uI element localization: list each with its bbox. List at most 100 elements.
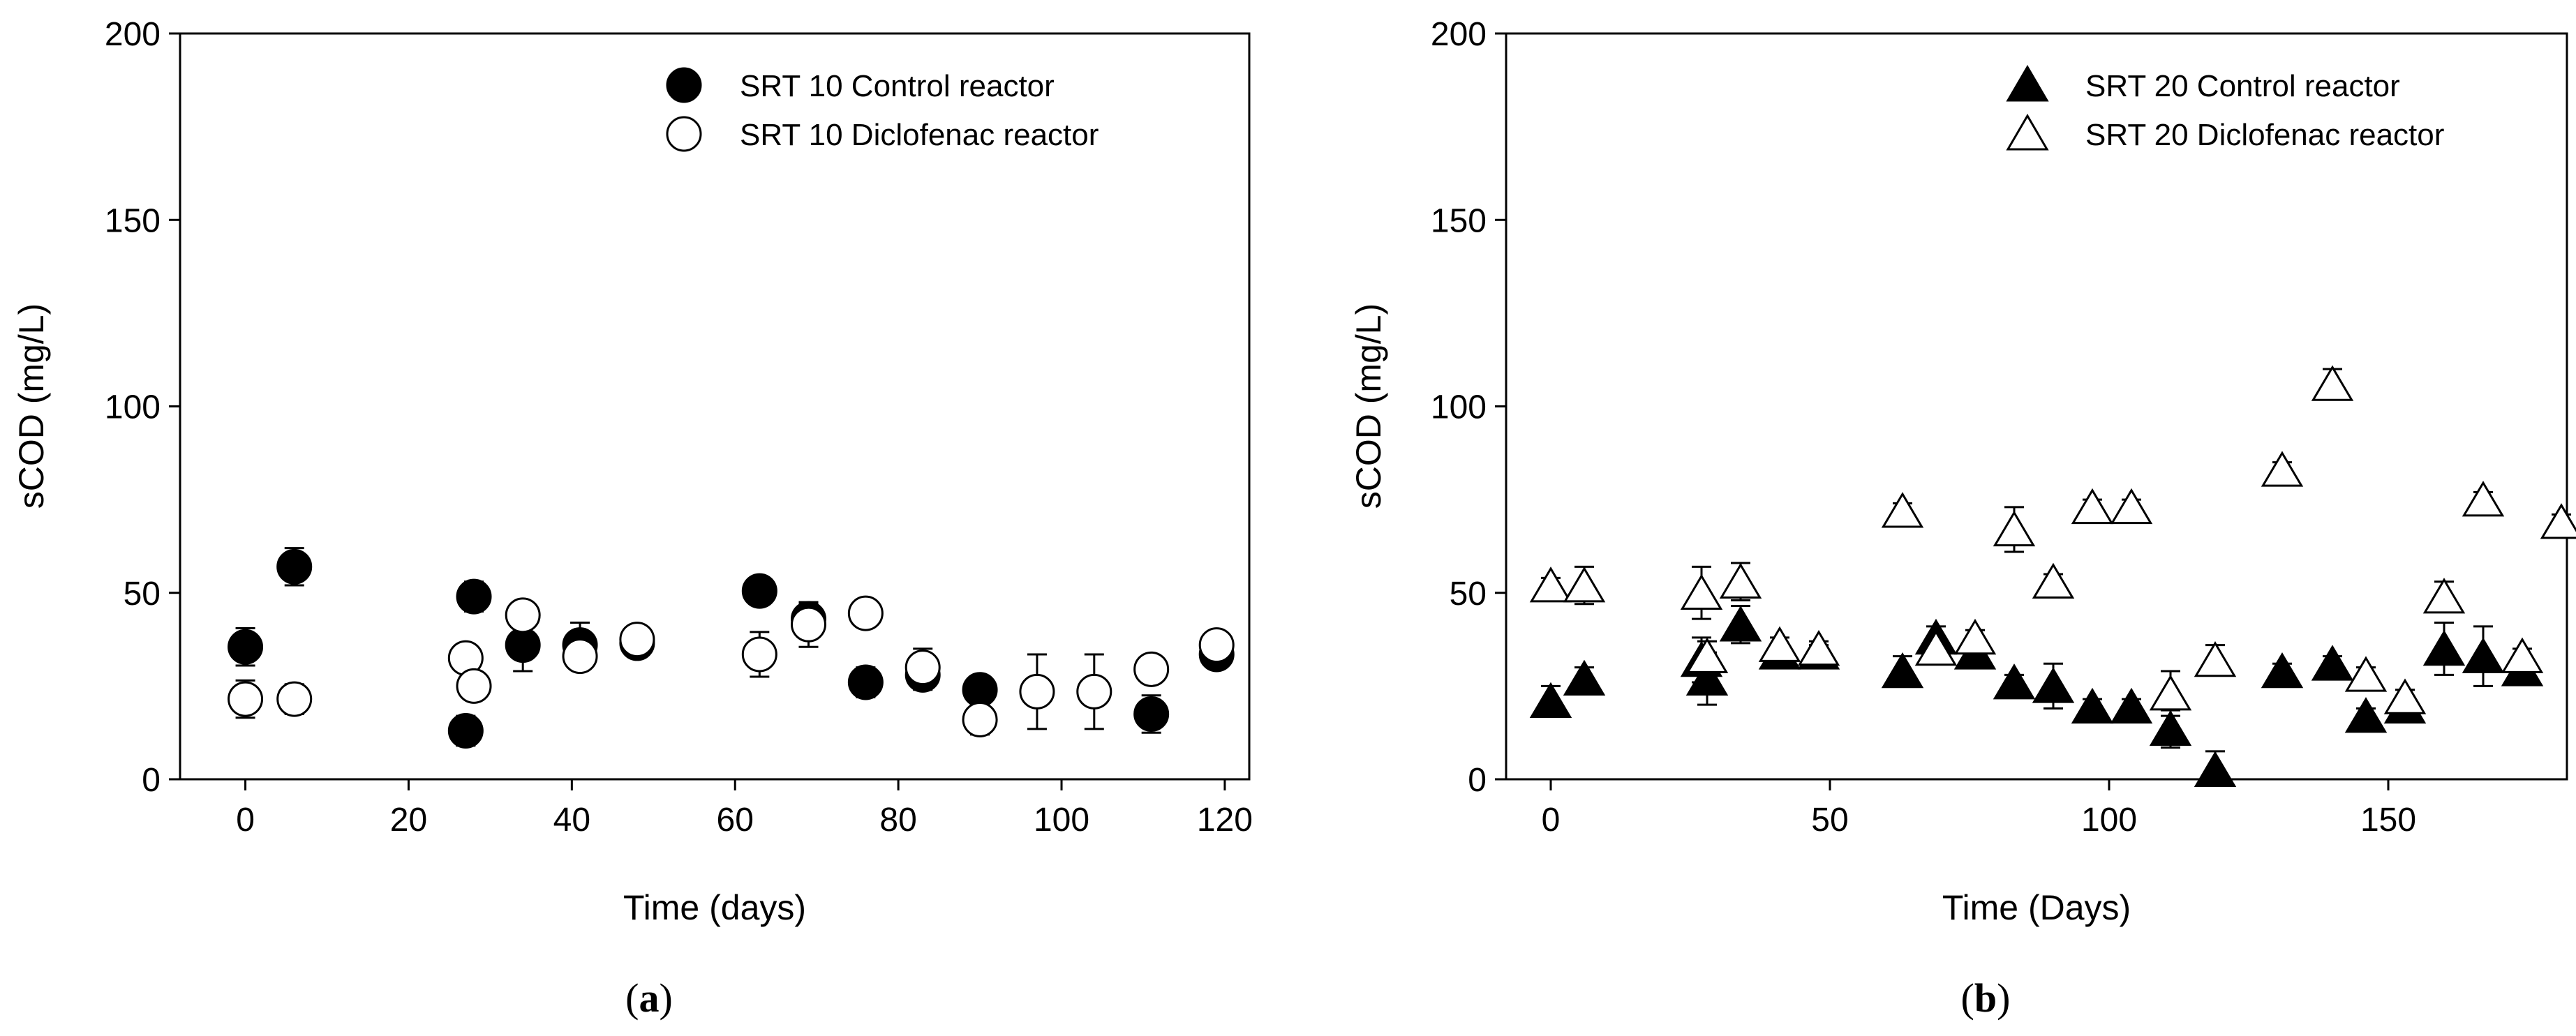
point-control-a (276, 548, 313, 585)
point-diclofenac-b (1914, 629, 1958, 666)
x-tick-label-a: 40 (553, 802, 590, 839)
caption-open-a: ( (625, 975, 639, 1021)
caption-a: (a) (625, 975, 673, 1021)
point-diclofenac-a (741, 636, 777, 673)
legend-marker-control-a (666, 67, 702, 103)
x-tick-label-a: 80 (879, 802, 916, 839)
point-diclofenac-b (1685, 637, 1729, 673)
x-axis-title-a: Time (days) (623, 888, 806, 927)
x-tick-label-a: 100 (1034, 802, 1089, 839)
point-control-b (1563, 659, 1606, 696)
point-diclofenac-b (2261, 451, 2304, 487)
y-tick-label-b: 50 (1450, 576, 1487, 613)
legend-marker-diclofenac-b (2006, 114, 2049, 151)
point-diclofenac-b (1758, 626, 1801, 662)
point-diclofenac-a (456, 668, 492, 704)
point-diclofenac-b (2110, 488, 2153, 525)
point-diclofenac-b (2501, 637, 2544, 673)
caption-close-b: ) (1997, 975, 2010, 1021)
point-control-a (505, 627, 541, 663)
point-control-b (2462, 637, 2505, 673)
legend-marker-diclofenac-a (666, 116, 702, 152)
point-control-b (2311, 645, 2354, 681)
y-tick-label-b: 150 (1431, 202, 1487, 239)
x-tick-label-a: 0 (236, 802, 255, 839)
caption-letter-a: a (639, 975, 660, 1021)
panel-b: 0 50 100 150 200 0 50 100 150 Time (Days) sCOD (… (1349, 16, 2576, 1021)
x-tick-label-b: 150 (2360, 802, 2416, 839)
legend-a: SRT 10 Control reactor SRT 10 Diclofenac… (666, 67, 1099, 152)
legend-label-control-a: SRT 10 Control reactor (740, 69, 1055, 103)
ticks-a: 0 50 100 150 200 0 20 40 60 80 100 120 (105, 16, 1253, 839)
point-diclofenac-b (2540, 503, 2576, 539)
point-control-b (2071, 687, 2114, 724)
x-tick-label-b: 0 (1542, 802, 1561, 839)
point-diclofenac-a (276, 681, 313, 717)
legend-marker-control-b (2006, 65, 2049, 102)
point-control-b (1993, 663, 2036, 700)
point-diclofenac-b (2032, 562, 2075, 599)
error-bars-a (235, 547, 1227, 747)
y-axis-title-a: sCOD (mg/L) (12, 303, 51, 509)
point-control-b (2149, 710, 2192, 746)
point-diclofenac-a (1133, 651, 1170, 687)
x-tick-label-b: 50 (1811, 802, 1848, 839)
point-control-b (1529, 682, 1572, 719)
point-control-a (962, 672, 998, 708)
y-tick-label-a: 100 (105, 389, 161, 426)
y-tick-label-b: 0 (1468, 762, 1487, 799)
legend-label-control-b: SRT 20 Control reactor (2085, 69, 2400, 103)
caption-open-b: ( (1961, 975, 1974, 1021)
point-control-a (228, 629, 264, 665)
point-diclofenac-a (904, 650, 941, 686)
point-control-b (1719, 606, 1762, 642)
point-control-b (1685, 659, 1729, 696)
point-diclofenac-b (2194, 641, 2237, 677)
point-control-b (2032, 667, 2075, 703)
point-diclofenac-b (1993, 510, 2036, 547)
point-diclofenac-b (1529, 566, 1572, 603)
point-diclofenac-a (1019, 673, 1055, 710)
point-diclofenac-b (2422, 578, 2466, 614)
point-control-b (2194, 751, 2237, 787)
point-control-b (2261, 652, 2304, 689)
y-tick-label-a: 200 (105, 16, 161, 53)
point-diclofenac-b (1719, 562, 1762, 599)
y-tick-label-a: 50 (124, 576, 161, 613)
point-control-a (847, 664, 884, 700)
point-diclofenac-b (2462, 481, 2505, 517)
y-tick-label-b: 100 (1431, 389, 1487, 426)
point-diclofenac-a (505, 597, 541, 633)
point-diclofenac-a (228, 681, 264, 717)
caption-letter-b: b (1974, 975, 1997, 1021)
point-diclofenac-b (1797, 629, 1840, 666)
point-diclofenac-b (2344, 656, 2388, 692)
point-diclofenac-b (1680, 573, 1723, 610)
caption-b: (b) (1961, 975, 2011, 1021)
point-diclofenac-b (1881, 492, 1924, 528)
point-control-a (1133, 696, 1170, 732)
point-diclofenac-a (1198, 627, 1235, 663)
y-tick-label-a: 150 (105, 202, 161, 239)
point-diclofenac-a (619, 622, 655, 658)
point-control-b (2344, 697, 2388, 733)
point-control-b (2422, 629, 2466, 666)
data-points-b (1529, 365, 2576, 787)
x-tick-label-b: 100 (2081, 802, 2137, 839)
legend-b: SRT 20 Control reactor SRT 20 Diclofenac… (2006, 65, 2444, 152)
point-diclofenac-b (1953, 618, 1997, 655)
y-axis-title-b: sCOD (mg/L) (1349, 303, 1388, 509)
data-points-a (228, 548, 1235, 749)
point-diclofenac-a (1076, 673, 1112, 710)
point-control-a (741, 573, 777, 609)
ticks-b: 0 50 100 150 200 0 50 100 150 (1431, 16, 2416, 839)
point-diclofenac-b (2383, 678, 2427, 714)
point-diclofenac-b (1563, 566, 1606, 603)
point-control-b (1881, 652, 1924, 689)
point-diclofenac-b (2149, 675, 2192, 711)
x-axis-title-b: Time (Days) (1942, 888, 2131, 927)
y-tick-label-a: 0 (142, 762, 161, 799)
point-control-a (447, 713, 484, 749)
